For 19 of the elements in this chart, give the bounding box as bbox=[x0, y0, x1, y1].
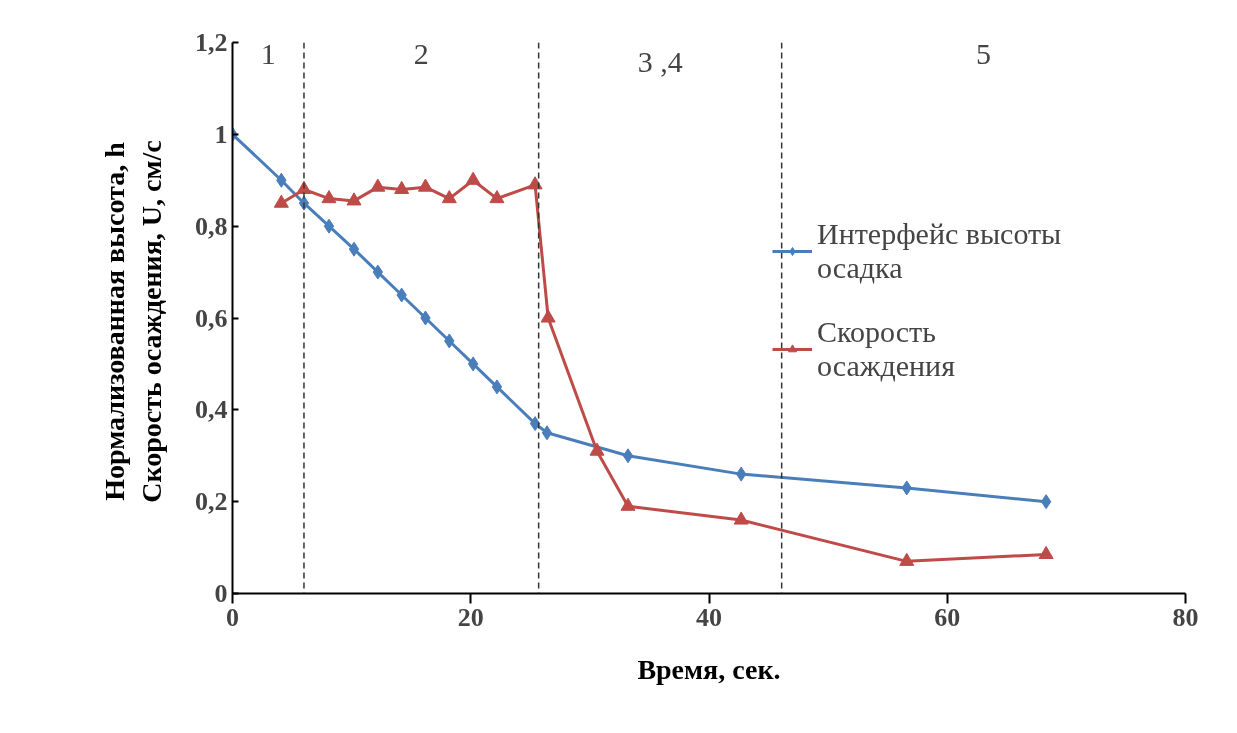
annotation: 2 bbox=[413, 36, 429, 70]
legend-label: Скорость осаждения bbox=[817, 315, 956, 383]
legend-label: Интерфейс высоты осадка bbox=[817, 217, 1063, 285]
y-tick-label: 1,2 bbox=[195, 28, 228, 57]
x-tick-label: 40 bbox=[696, 602, 722, 632]
y-tick-label: 0,4 bbox=[195, 395, 228, 425]
y-tick-label: 1 bbox=[214, 119, 228, 149]
annotation: 5 bbox=[976, 36, 992, 70]
annotation: 1 bbox=[260, 36, 276, 70]
x-tick-label: 80 bbox=[1172, 602, 1199, 632]
x-axis-title: Время, сек. bbox=[637, 653, 781, 685]
y-tick-label: 0,8 bbox=[195, 211, 228, 241]
x-tick-label: 60 bbox=[934, 602, 961, 632]
annotation: 3 ,4 bbox=[637, 44, 683, 78]
y-tick-label: 0,2 bbox=[195, 487, 228, 517]
x-tick-label: 20 bbox=[457, 602, 484, 632]
y-tick-label: 0,6 bbox=[195, 303, 228, 333]
y-tick-label: 0 bbox=[214, 579, 228, 608]
y-axis-title: Нормализованная высота, h Скорость осаждения, U, см/с bbox=[98, 140, 167, 503]
